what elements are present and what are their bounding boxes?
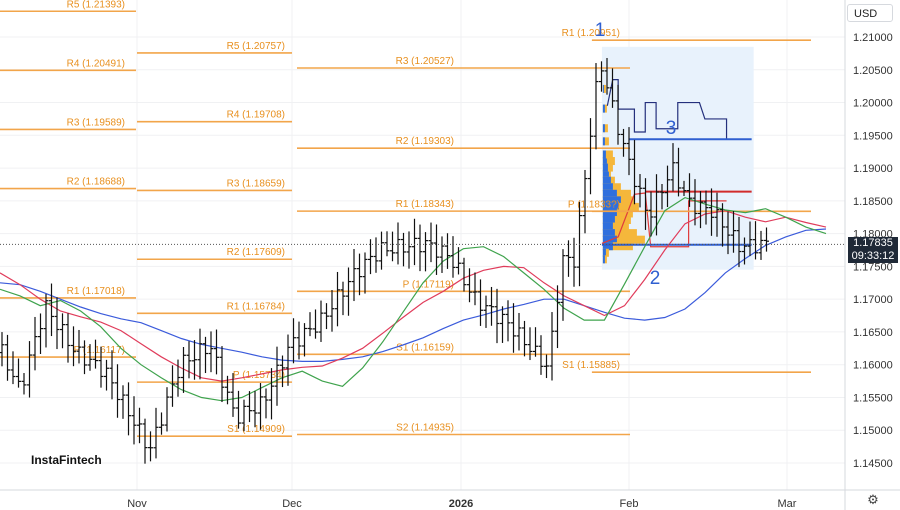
y-tick-label: 1.15000 — [853, 425, 893, 437]
currency-selector[interactable]: USD — [847, 4, 893, 22]
current-price: 1.17835 — [853, 237, 893, 249]
y-tick-label: 1.21000 — [853, 32, 893, 44]
pivot-label: P (1.15734) — [233, 370, 285, 381]
profile-bar-sell — [602, 222, 629, 231]
pivot-label: R3 (1.19589) — [67, 117, 125, 128]
profile-bar-buy — [602, 104, 605, 113]
y-tick-label: 1.19000 — [853, 163, 893, 175]
profile-bar-buy — [602, 255, 605, 264]
pivot-label: R2 (1.17609) — [227, 247, 285, 258]
y-tick-label: 1.16000 — [853, 360, 893, 372]
poc-step-line — [601, 192, 727, 248]
pivot-label: P (1.17119) — [403, 279, 454, 290]
y-tick-label: 1.20500 — [853, 65, 893, 77]
pivot-levels: R5 (1.21393) R4 (1.20491) R3 (1.19589) R2 (… — [0, 0, 811, 437]
ma-line — [0, 228, 827, 362]
y-tick-label: 1.15500 — [853, 392, 893, 404]
profile-bar-sell — [602, 157, 615, 166]
profile-bar-sell — [602, 235, 645, 244]
pivot-label: R3 (1.20527) — [396, 56, 454, 67]
profile-bar-sell — [602, 124, 608, 133]
profile-bar-buy — [602, 163, 608, 172]
profile-bar-buy — [602, 242, 613, 251]
x-tick-label: Feb — [620, 498, 639, 510]
currency-label: USD — [854, 8, 878, 20]
profile-bar-sell — [602, 202, 639, 211]
profile-bar-buy — [602, 176, 611, 185]
profile-bar-sell — [602, 137, 609, 146]
annotation-label: 2 — [650, 268, 661, 289]
profile-bar-buy — [602, 202, 619, 211]
pivot-label: S1 (1.15885) — [562, 360, 620, 371]
volume-profile — [601, 46, 754, 270]
pivot-label: R1 (1.16784) — [227, 301, 285, 312]
ma-line — [0, 196, 827, 402]
settings-gear-icon[interactable]: ⚙ — [867, 493, 879, 508]
bar-countdown: 09:33:12 — [851, 250, 895, 262]
pivot-label: R5 (1.21393) — [67, 0, 125, 10]
profile-bar-buy — [602, 170, 609, 179]
pivot-label: P (1.1833?) — [568, 199, 620, 210]
annotation-label: 3 — [666, 118, 677, 139]
profile-bar-buy — [602, 150, 606, 159]
y-tick-label: 1.17500 — [853, 261, 893, 273]
pivot-label: R1 (1.17018) — [67, 286, 125, 297]
y-tick-label: 1.16500 — [853, 327, 893, 339]
profile-bar-buy — [602, 209, 617, 218]
pivot-label: S1 (1.14909) — [227, 424, 285, 435]
profile-bar-buy — [602, 124, 605, 133]
pivot-label: R1 (1.18343) — [396, 199, 454, 210]
x-tick-label: Nov — [127, 498, 147, 510]
profile-bar-buy — [602, 196, 621, 205]
x-tick-label: Dec — [282, 498, 302, 510]
profile-bar-sell — [602, 242, 633, 251]
y-tick-label: 1.19500 — [853, 130, 893, 142]
profile-bar-buy — [602, 248, 606, 257]
pivot-label: R4 (1.19708) — [227, 110, 285, 121]
pivot-label: R3 (1.18659) — [227, 178, 285, 189]
pivot-label: R1 (1.20951) — [562, 28, 620, 39]
profile-bar-buy — [602, 137, 605, 146]
pivot-label: R2 (1.19303) — [396, 136, 454, 147]
y-tick-label: 1.17000 — [853, 294, 893, 306]
y-tick-label: 1.20000 — [853, 98, 893, 110]
y-tick-label: 1.14500 — [853, 458, 893, 470]
annotation-label: 1 — [595, 20, 606, 41]
price-bars — [0, 58, 769, 464]
profile-bar-buy — [602, 84, 604, 93]
current-price-tag: 1.17835 09:33:12 — [848, 237, 898, 263]
x-tick-label: 2026 — [449, 498, 473, 510]
pivot-label: S1 (1.16159) — [396, 342, 454, 353]
profile-bar-buy — [602, 216, 615, 225]
profile-bar-sell — [602, 216, 631, 225]
profile-bar-sell — [602, 209, 633, 218]
y-tick-label: 1.18500 — [853, 196, 893, 208]
profile-bar-buy — [602, 189, 617, 198]
pivot-label: R5 (1.20757) — [227, 41, 285, 52]
moving-averages — [0, 196, 827, 402]
x-tick-label: Mar — [778, 498, 797, 510]
pivot-label: R4 (1.20491) — [67, 58, 125, 69]
profile-bar-buy — [602, 229, 615, 238]
profile-bar-buy — [602, 222, 613, 231]
brand-logo: InstaFintech — [31, 453, 102, 467]
annotations: 1 2 3 — [595, 20, 677, 289]
pivot-label: S2 (1.14935) — [396, 422, 454, 433]
profile-bar-sell — [602, 150, 613, 159]
profile-bar-sell — [602, 84, 606, 93]
ma-line — [0, 210, 827, 382]
profile-bar-buy — [602, 157, 607, 166]
pivot-label: P (1.16117) — [74, 345, 125, 356]
pivot-label: R2 (1.18688) — [67, 177, 125, 188]
profile-bar-buy — [602, 183, 613, 192]
